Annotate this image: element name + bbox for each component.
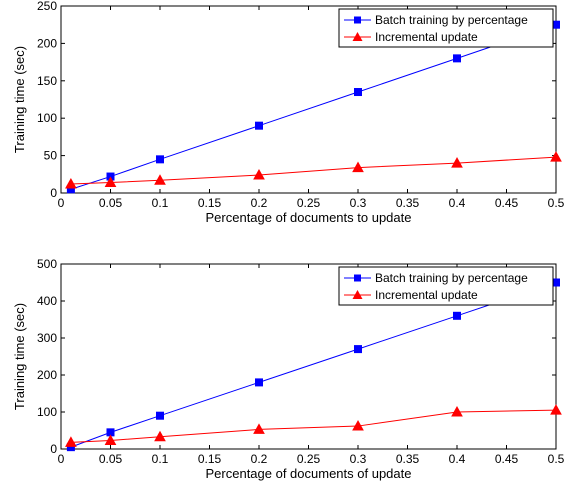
data-point-triangle	[154, 430, 166, 442]
legend-label: Batch training by percentage	[375, 13, 528, 27]
y-tick-label: 50	[44, 149, 58, 163]
data-point-triangle	[352, 161, 364, 173]
y-axis-label: Training time (sec)	[12, 46, 27, 153]
x-tick-label: 0.35	[396, 452, 420, 466]
y-tick-label: 200	[37, 368, 57, 382]
data-point-square	[354, 88, 362, 97]
x-tick-label: 0.45	[495, 196, 519, 210]
x-tick-label: 0.45	[495, 452, 519, 466]
data-point-square	[255, 121, 263, 130]
y-tick-label: 0	[50, 442, 57, 456]
data-point-triangle	[451, 157, 463, 168]
data-point-triangle	[451, 405, 463, 417]
data-point-square	[354, 345, 362, 354]
y-tick-label: 500	[37, 257, 57, 271]
data-point-triangle	[550, 151, 562, 162]
x-tick-label: 0.3	[350, 452, 367, 466]
data-point-square	[156, 411, 164, 420]
x-tick-label: 0.1	[152, 452, 169, 466]
y-tick-label: 400	[37, 294, 57, 308]
x-tick-label: 0.25	[297, 196, 321, 210]
x-tick-label: 0.5	[548, 452, 565, 466]
x-tick-label: 0	[58, 452, 65, 466]
x-axis-label: Percentage of documents of update	[206, 466, 412, 481]
legend-marker-square	[354, 16, 361, 24]
y-tick-label: 150	[37, 74, 57, 88]
x-tick-label: 0.2	[251, 452, 268, 466]
data-point-square	[453, 311, 461, 320]
legend-label: Batch training by percentage	[375, 271, 528, 285]
data-point-triangle	[65, 436, 77, 447]
data-point-triangle	[550, 404, 562, 415]
data-point-square	[552, 20, 560, 29]
x-axis-label: Percentage of documents to update	[206, 210, 412, 225]
data-point-square	[552, 278, 560, 287]
y-axis-label: Training time (sec)	[12, 303, 27, 410]
legend-marker-triangle	[352, 32, 363, 41]
legend: Batch training by percentage Incremental …	[338, 266, 554, 306]
x-tick-label: 0.4	[449, 196, 466, 210]
legend-marker-triangle	[352, 290, 363, 299]
data-point-triangle	[253, 169, 265, 180]
legend-box	[338, 8, 554, 48]
legend-label: Incremental update	[375, 288, 478, 302]
data-point-triangle	[154, 174, 166, 185]
data-point-square	[156, 155, 164, 164]
y-tick-label: 250	[37, 0, 57, 13]
data-point-square	[453, 54, 461, 63]
x-tick-label: 0.25	[297, 452, 321, 466]
data-point-triangle	[352, 420, 364, 431]
legend-label: Incremental update	[375, 30, 478, 44]
chart-panel-1: 0 0.05 0.1 0.15 0.2 0.25 0.3 0.35 0.4 0.45 0.5 0 50 1…	[12, 0, 565, 225]
y-tick-label: 300	[37, 331, 57, 345]
x-tick-label: 0.3	[350, 196, 367, 210]
data-point-square	[255, 378, 263, 387]
legend-box	[338, 266, 554, 306]
x-tick-label: 0.05	[99, 196, 123, 210]
x-tick-label: 0	[58, 196, 65, 210]
y-tick-label: 100	[37, 111, 57, 125]
legend-marker-square	[354, 274, 361, 282]
x-tick-label: 0.15	[198, 452, 222, 466]
x-tick-label: 0.35	[396, 196, 420, 210]
x-tick-label: 0.15	[198, 196, 222, 210]
legend: Batch training by percentage Incremental …	[338, 8, 554, 48]
chart-panel-2: 0 0.05 0.1 0.15 0.2 0.25 0.3 0.35 0.4 0.45 0.5 0 100…	[12, 257, 565, 481]
data-point-triangle	[104, 434, 117, 445]
x-tick-label: 0.5	[548, 196, 565, 210]
data-point-triangle	[104, 176, 117, 188]
data-point-triangle	[253, 423, 265, 434]
y-tick-label: 0	[50, 186, 57, 200]
x-tick-label: 0.4	[449, 452, 466, 466]
y-tick-label: 100	[37, 405, 57, 419]
y-tick-label: 200	[37, 36, 57, 50]
x-tick-label: 0.1	[152, 196, 169, 210]
series-incremental	[65, 151, 562, 189]
series-incremental	[65, 404, 562, 447]
x-tick-label: 0.05	[99, 452, 123, 466]
x-tick-label: 0.2	[251, 196, 268, 210]
data-point-triangle	[65, 177, 77, 189]
